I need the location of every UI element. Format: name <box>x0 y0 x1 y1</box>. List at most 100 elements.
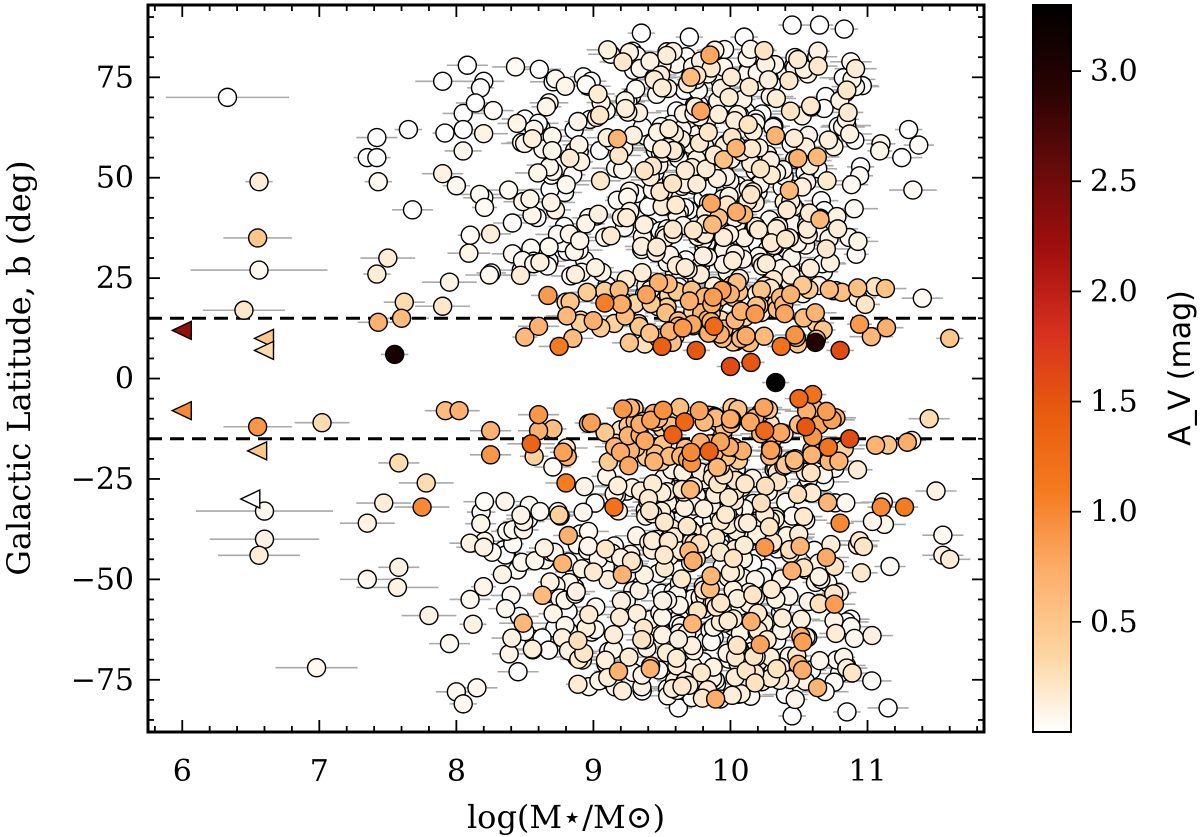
data-point <box>675 160 696 181</box>
data-point <box>737 513 758 533</box>
data-point <box>693 246 713 266</box>
data-point <box>558 525 579 546</box>
data-point <box>845 58 866 79</box>
data-point <box>671 569 692 589</box>
data-point <box>234 300 254 320</box>
data-point <box>387 577 408 598</box>
data-point <box>734 535 754 555</box>
data-point <box>555 76 576 96</box>
data-point <box>474 491 495 512</box>
data-point <box>608 661 629 681</box>
data-point <box>940 549 960 569</box>
data-point <box>579 604 599 625</box>
data-point <box>480 421 501 441</box>
data-point <box>530 252 550 272</box>
data-point <box>374 493 394 513</box>
data-point <box>474 197 495 218</box>
data-point <box>800 258 820 279</box>
data-point <box>683 551 703 571</box>
data-point <box>779 70 799 91</box>
data-point <box>691 101 711 121</box>
data-point <box>816 239 837 259</box>
data-point <box>689 401 710 421</box>
data-point <box>741 184 761 205</box>
data-point <box>607 129 628 149</box>
colorbar-title: A_V (mag) <box>1163 290 1198 446</box>
data-point <box>940 328 960 349</box>
data-point <box>416 473 436 493</box>
data-point <box>389 453 409 473</box>
data-point <box>892 147 912 168</box>
data-point <box>249 172 269 192</box>
data-point <box>368 172 388 192</box>
data-point <box>588 204 609 224</box>
data-point <box>755 421 775 441</box>
data-point <box>834 19 854 39</box>
data-point <box>389 557 409 578</box>
data-point <box>761 440 781 460</box>
data-point <box>542 141 562 161</box>
data-point <box>662 173 683 194</box>
data-point <box>861 327 882 347</box>
y-tick-label: −25 <box>71 462 134 497</box>
data-point <box>652 607 672 627</box>
data-point <box>739 77 760 97</box>
data-point <box>830 340 850 361</box>
data-point <box>604 497 624 517</box>
data-point <box>553 442 573 462</box>
axis-ticks <box>148 5 984 732</box>
data-point <box>926 481 946 501</box>
data-point <box>748 220 769 240</box>
data-point <box>391 308 412 328</box>
data-point <box>723 548 744 569</box>
data-point <box>770 422 791 443</box>
data-point <box>784 128 804 148</box>
data-point <box>844 628 865 649</box>
data-point <box>841 174 862 195</box>
upper-limit-marker <box>252 328 275 349</box>
data-point <box>681 442 701 462</box>
data-point <box>801 463 821 483</box>
data-point <box>613 399 633 419</box>
data-point <box>687 174 707 194</box>
data-point <box>543 604 563 624</box>
data-point <box>412 497 432 517</box>
data-point <box>384 344 405 365</box>
data-point <box>754 40 774 61</box>
data-point <box>680 479 701 500</box>
data-point <box>312 413 332 433</box>
data-point <box>790 536 810 557</box>
data-point <box>761 579 782 600</box>
data-point <box>635 431 655 451</box>
data-point <box>909 135 929 155</box>
data-point <box>787 484 808 505</box>
data-point <box>705 689 726 709</box>
data-point <box>751 280 772 300</box>
data-point <box>819 279 840 300</box>
data-point <box>589 105 610 125</box>
data-point <box>758 70 779 90</box>
data-point <box>473 577 494 597</box>
data-point <box>483 100 503 121</box>
data-point <box>543 457 563 477</box>
data-point <box>640 659 661 679</box>
data-point <box>743 585 763 605</box>
data-point <box>538 285 558 306</box>
upper-limit-markers <box>170 320 275 510</box>
data-point <box>738 114 758 135</box>
data-point <box>647 237 667 257</box>
data-point <box>933 525 953 545</box>
data-point <box>654 545 674 565</box>
data-point <box>735 474 755 494</box>
colorbar-tick-label: 1.5 <box>1090 385 1138 420</box>
data-point <box>367 264 387 284</box>
y-tick-label: −50 <box>71 562 134 597</box>
data-point <box>439 272 460 292</box>
data-point <box>639 501 660 521</box>
data-point <box>755 537 775 557</box>
data-point <box>756 253 777 274</box>
x-tick-label: 7 <box>310 754 329 789</box>
data-point <box>870 141 890 161</box>
data-point <box>691 663 712 683</box>
data-point <box>792 660 813 680</box>
